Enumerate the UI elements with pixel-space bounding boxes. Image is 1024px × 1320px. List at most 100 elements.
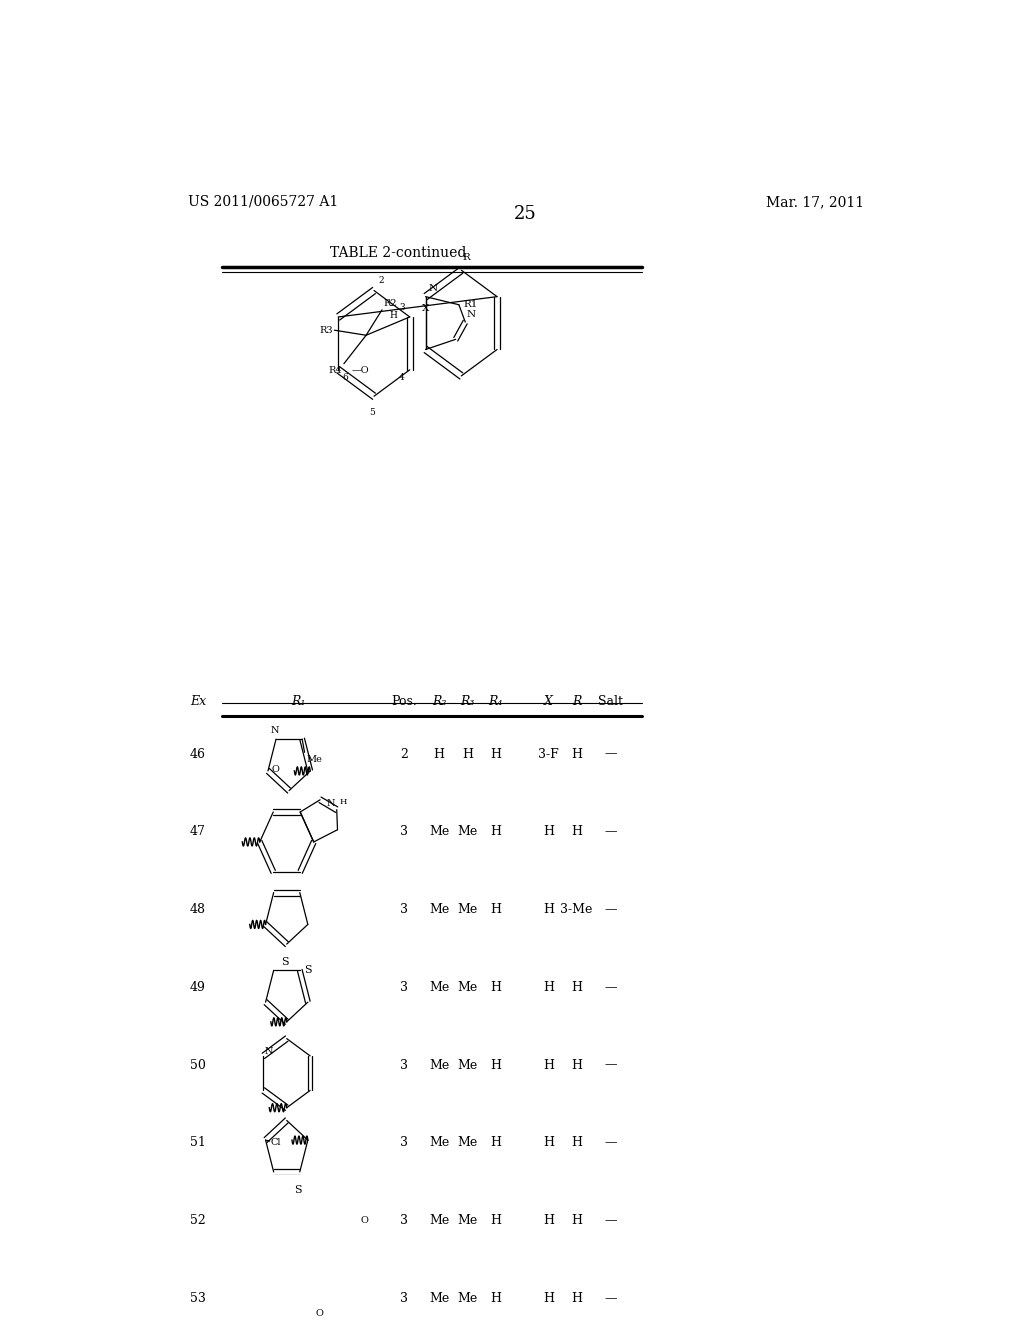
Text: H: H (543, 903, 554, 916)
Text: Me: Me (429, 1059, 450, 1072)
Text: Me: Me (458, 903, 478, 916)
Text: —: — (604, 1059, 616, 1072)
Text: H: H (543, 1292, 554, 1304)
Text: Me: Me (306, 755, 322, 764)
Text: 46: 46 (189, 747, 206, 760)
Text: R2: R2 (384, 298, 397, 308)
Text: H: H (543, 1137, 554, 1150)
Text: H: H (489, 747, 501, 760)
Text: R1: R1 (464, 300, 478, 309)
Text: S: S (294, 1185, 302, 1195)
Text: 2: 2 (378, 276, 384, 285)
Text: 3: 3 (400, 1292, 409, 1304)
Text: N: N (467, 310, 476, 319)
Text: 5: 5 (370, 408, 376, 417)
Text: Ex: Ex (189, 696, 206, 709)
Text: R₁: R₁ (292, 696, 306, 709)
Text: Mar. 17, 2011: Mar. 17, 2011 (766, 195, 864, 209)
Text: 51: 51 (189, 1137, 206, 1150)
Text: Me: Me (429, 981, 450, 994)
Text: US 2011/0065727 A1: US 2011/0065727 A1 (187, 195, 338, 209)
Text: —: — (604, 747, 616, 760)
Text: H: H (571, 825, 582, 838)
Text: —O: —O (352, 366, 370, 375)
Text: H: H (489, 1137, 501, 1150)
Text: 6: 6 (342, 372, 348, 381)
Text: 48: 48 (189, 903, 206, 916)
Text: R4: R4 (329, 366, 342, 375)
Text: 4: 4 (399, 372, 406, 381)
Text: H: H (543, 1059, 554, 1072)
Text: H: H (489, 1292, 501, 1304)
Text: H: H (433, 747, 444, 760)
Text: —: — (604, 1292, 616, 1304)
Text: 3: 3 (400, 1214, 409, 1228)
Text: 3: 3 (400, 825, 409, 838)
Text: 3: 3 (400, 1137, 409, 1150)
Text: O: O (360, 1216, 369, 1225)
Text: R3: R3 (319, 326, 333, 335)
Text: X: X (544, 696, 553, 709)
Text: H: H (389, 312, 397, 319)
Text: S: S (304, 965, 311, 975)
Text: N: N (270, 726, 279, 735)
Text: H: H (489, 825, 501, 838)
Text: R₂: R₂ (432, 696, 446, 709)
Text: 3: 3 (400, 981, 409, 994)
Text: 3: 3 (400, 1059, 409, 1072)
Text: R₃: R₃ (461, 696, 475, 709)
Text: H: H (571, 981, 582, 994)
Text: 52: 52 (189, 1214, 206, 1228)
Text: R₄: R₄ (488, 696, 503, 709)
Text: H: H (571, 1059, 582, 1072)
Text: Me: Me (458, 1214, 478, 1228)
Text: —: — (604, 1137, 616, 1150)
Text: O: O (315, 1309, 324, 1317)
Text: Me: Me (458, 1292, 478, 1304)
Text: 3: 3 (399, 302, 406, 312)
Text: H: H (462, 747, 473, 760)
Text: H: H (543, 1214, 554, 1228)
Text: N: N (265, 1047, 273, 1056)
Text: R: R (571, 696, 581, 709)
Text: 50: 50 (189, 1059, 206, 1072)
Text: H: H (489, 1059, 501, 1072)
Text: H: H (571, 747, 582, 760)
Text: Salt: Salt (598, 696, 623, 709)
Text: Me: Me (458, 1059, 478, 1072)
Text: X: X (422, 305, 429, 313)
Text: Me: Me (429, 1292, 450, 1304)
Text: H: H (571, 1214, 582, 1228)
Text: Me: Me (429, 1214, 450, 1228)
Text: Me: Me (458, 825, 478, 838)
Text: N: N (429, 284, 438, 293)
Text: 3-F: 3-F (539, 747, 559, 760)
Text: Me: Me (429, 825, 450, 838)
Text: H: H (543, 825, 554, 838)
Text: Me: Me (429, 1137, 450, 1150)
Text: Pos.: Pos. (391, 696, 417, 709)
Text: 47: 47 (189, 825, 206, 838)
Text: H: H (571, 1292, 582, 1304)
Text: —: — (604, 981, 616, 994)
Text: O: O (272, 766, 280, 775)
Text: 3: 3 (400, 903, 409, 916)
Text: H: H (489, 1214, 501, 1228)
Text: Me: Me (429, 903, 450, 916)
Text: R: R (463, 253, 471, 263)
Text: 2: 2 (400, 747, 409, 760)
Text: —: — (604, 1214, 616, 1228)
Text: S: S (282, 957, 289, 968)
Text: H: H (489, 981, 501, 994)
Text: 25: 25 (513, 205, 537, 223)
Text: —: — (604, 903, 616, 916)
Text: H: H (340, 797, 347, 805)
Text: 53: 53 (189, 1292, 206, 1304)
Text: H: H (489, 903, 501, 916)
Text: H: H (543, 981, 554, 994)
Text: Me: Me (458, 981, 478, 994)
Text: Cl: Cl (270, 1138, 281, 1147)
Text: —: — (604, 825, 616, 838)
Text: TABLE 2-continued: TABLE 2-continued (330, 246, 466, 260)
Text: 3-Me: 3-Me (560, 903, 593, 916)
